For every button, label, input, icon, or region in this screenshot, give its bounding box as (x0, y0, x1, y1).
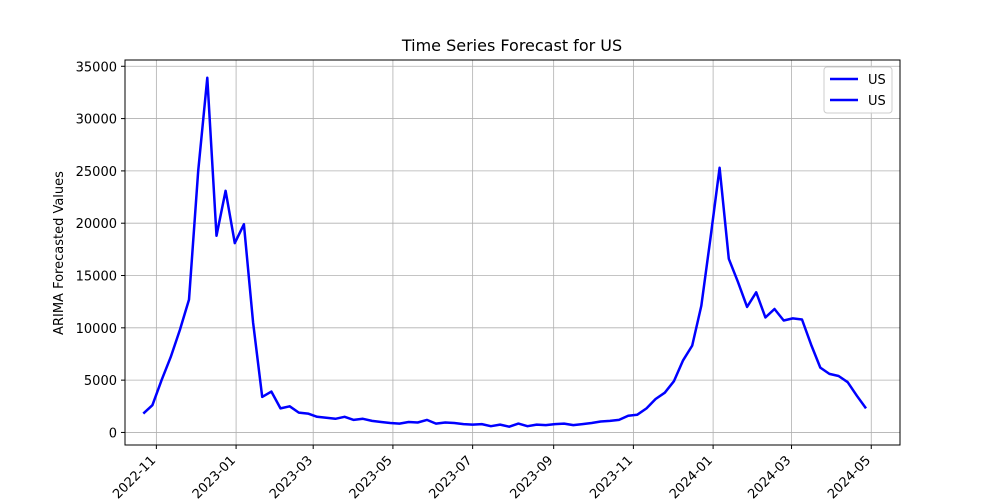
y-tick-label: 30000 (76, 113, 117, 128)
chart-title: Time Series Forecast for US (401, 36, 622, 55)
y-axis-label: ARIMA Forecasted Values (52, 171, 67, 335)
y-tick-label: 0 (109, 426, 117, 441)
y-tick-label: 15000 (76, 270, 117, 285)
legend: US US (824, 67, 892, 113)
y-tick-label: 20000 (76, 217, 117, 232)
legend-entry: US (868, 94, 886, 109)
y-tick-label: 10000 (76, 322, 117, 337)
legend-entry: US (868, 73, 886, 88)
y-tick-label: 35000 (76, 60, 117, 75)
y-tick-label: 25000 (76, 165, 117, 180)
y-tick-label: 5000 (84, 374, 117, 389)
